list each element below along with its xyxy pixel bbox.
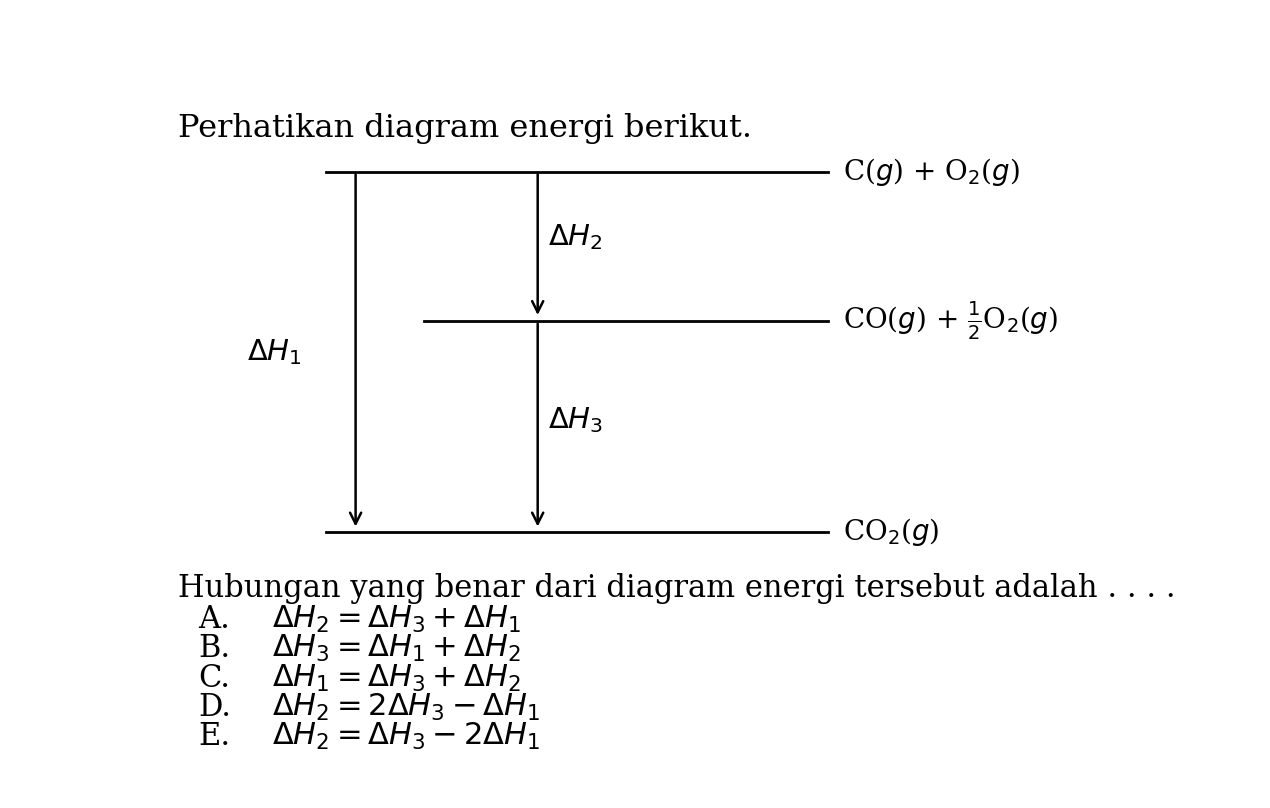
Text: CO($g$) + $\frac{1}{2}$O$_2$($g$): CO($g$) + $\frac{1}{2}$O$_2$($g$) (843, 300, 1058, 342)
Text: C.: C. (198, 663, 230, 693)
Text: B.: B. (198, 633, 230, 664)
Text: $\Delta H_1 = \Delta H_3 + \Delta H_2$: $\Delta H_1 = \Delta H_3 + \Delta H_2$ (272, 663, 521, 693)
Text: E.: E. (198, 721, 230, 752)
Text: $\Delta H_1$: $\Delta H_1$ (246, 337, 301, 367)
Text: Perhatikan diagram energi berikut.: Perhatikan diagram energi berikut. (178, 112, 752, 144)
Text: $\Delta H_2 = \Delta H_3 - 2\Delta H_1$: $\Delta H_2 = \Delta H_3 - 2\Delta H_1$ (272, 721, 540, 752)
Text: A.: A. (198, 604, 230, 635)
Text: $\Delta H_2 = 2\Delta H_3 - \Delta H_1$: $\Delta H_2 = 2\Delta H_3 - \Delta H_1$ (272, 692, 540, 723)
Text: CO$_2$($g$): CO$_2$($g$) (843, 516, 940, 549)
Text: $\Delta H_3 = \Delta H_1 + \Delta H_2$: $\Delta H_3 = \Delta H_1 + \Delta H_2$ (272, 633, 521, 664)
Text: C($g$) + O$_2$($g$): C($g$) + O$_2$($g$) (843, 156, 1020, 187)
Text: D.: D. (198, 692, 231, 722)
Text: Hubungan yang benar dari diagram energi tersebut adalah . . . .: Hubungan yang benar dari diagram energi … (178, 573, 1176, 604)
Text: $\Delta H_3$: $\Delta H_3$ (547, 406, 603, 436)
Text: $\Delta H_2$: $\Delta H_2$ (547, 222, 602, 252)
Text: $\Delta H_2 = \Delta H_3 + \Delta H_1$: $\Delta H_2 = \Delta H_3 + \Delta H_1$ (272, 604, 521, 635)
